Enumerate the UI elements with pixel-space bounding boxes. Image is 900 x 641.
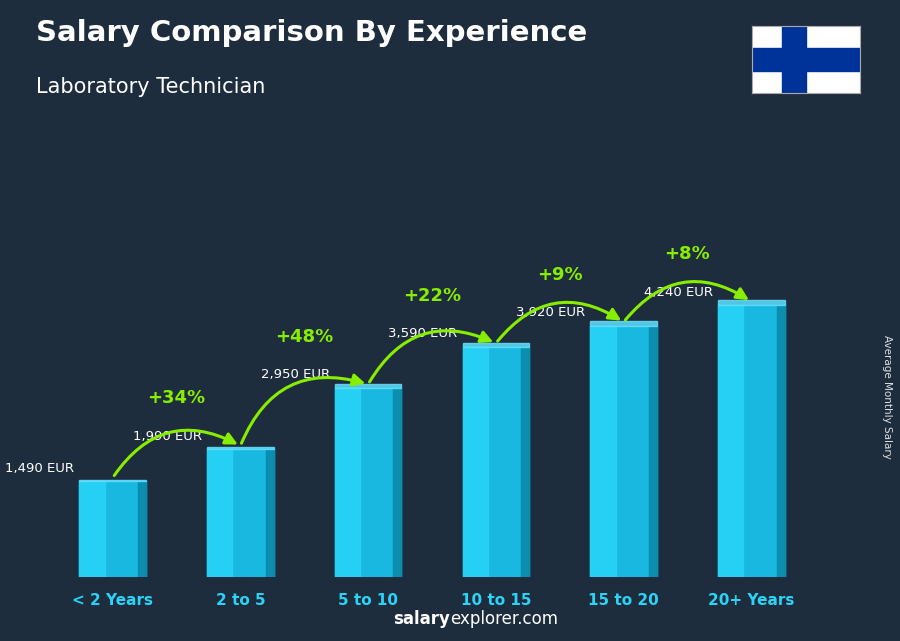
Bar <box>335 385 401 388</box>
Bar <box>752 48 860 71</box>
Text: 4,240 EUR: 4,240 EUR <box>644 286 713 299</box>
Bar <box>335 388 401 577</box>
Bar <box>207 449 232 577</box>
Text: +8%: +8% <box>664 245 710 263</box>
Text: 1,490 EUR: 1,490 EUR <box>5 462 75 475</box>
Bar <box>718 300 785 305</box>
Bar <box>207 447 274 449</box>
Bar <box>649 326 657 577</box>
Bar <box>266 449 274 577</box>
Bar <box>718 305 785 577</box>
Text: Average Monthly Salary: Average Monthly Salary <box>881 335 892 460</box>
Bar <box>777 305 785 577</box>
Bar <box>79 481 146 577</box>
Bar <box>782 26 806 93</box>
Text: 1,990 EUR: 1,990 EUR <box>133 430 202 443</box>
Bar <box>335 388 360 577</box>
Text: explorer.com: explorer.com <box>450 610 558 628</box>
Text: Salary Comparison By Experience: Salary Comparison By Experience <box>36 19 587 47</box>
Text: Laboratory Technician: Laboratory Technician <box>36 77 266 97</box>
Text: +34%: +34% <box>148 389 205 408</box>
Text: 3,920 EUR: 3,920 EUR <box>517 306 585 319</box>
Bar <box>463 347 529 577</box>
Bar <box>79 481 104 577</box>
Text: +9%: +9% <box>537 265 582 284</box>
Bar <box>138 481 146 577</box>
Text: 3,590 EUR: 3,590 EUR <box>389 328 457 340</box>
Text: 2,950 EUR: 2,950 EUR <box>261 369 329 381</box>
Bar <box>207 449 274 577</box>
Bar <box>590 326 616 577</box>
Bar <box>718 305 743 577</box>
Text: salary: salary <box>393 610 450 628</box>
Bar <box>79 479 146 481</box>
Bar <box>393 388 401 577</box>
Bar <box>463 347 488 577</box>
Bar <box>590 326 657 577</box>
Bar <box>590 321 657 326</box>
Text: +48%: +48% <box>275 328 333 346</box>
Text: +22%: +22% <box>403 287 461 305</box>
Bar <box>521 347 529 577</box>
Bar <box>463 343 529 347</box>
